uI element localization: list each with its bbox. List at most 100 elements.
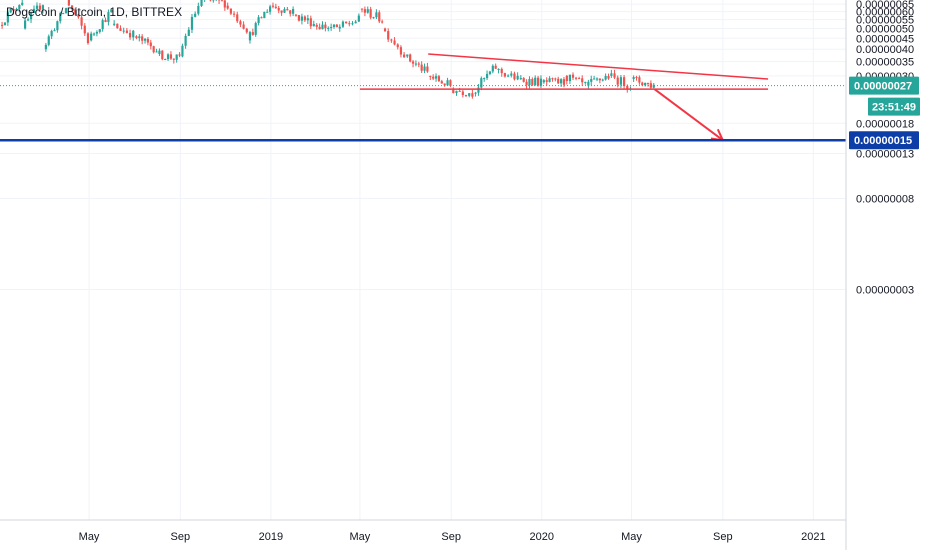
candle-body — [528, 79, 531, 85]
candle-body — [503, 73, 507, 77]
y-tick-label: 0.00000018 — [856, 118, 914, 130]
candle-body — [641, 82, 644, 86]
candle-body — [440, 81, 443, 84]
descending-trendline — [428, 53, 769, 80]
candle-body — [536, 77, 540, 86]
candlestick-series — [1, 0, 655, 99]
candle-body — [497, 68, 500, 70]
candle-body — [90, 33, 93, 41]
candle-body — [194, 13, 197, 17]
candle-body — [229, 8, 232, 14]
candle-body — [330, 27, 333, 29]
y-tick-label: 0.00000065 — [856, 0, 914, 11]
candle-body — [393, 40, 396, 45]
candle-body — [522, 78, 525, 82]
candle-body — [539, 78, 543, 86]
candle-body — [562, 79, 566, 85]
candle-body — [534, 77, 537, 85]
candle-body — [172, 58, 175, 60]
candle-body — [178, 54, 181, 56]
price-axis[interactable]: 0.000000650.000000600.000000550.00000050… — [845, 0, 920, 550]
candle-body — [578, 78, 581, 80]
candle-body — [169, 54, 173, 59]
candle-body — [274, 6, 277, 8]
candle-body — [420, 64, 423, 71]
candle-body — [375, 12, 378, 18]
candle-body — [3, 22, 7, 26]
candle-body — [187, 29, 190, 36]
time-axis[interactable]: May Sep 2019 May Sep 2020 May Sep 2021 — [0, 519, 846, 543]
candle-body — [110, 10, 113, 13]
candle-body — [101, 20, 104, 30]
candle-body — [437, 76, 441, 82]
candle-body — [610, 73, 613, 76]
candle-body — [50, 30, 53, 37]
candle-body — [184, 35, 187, 46]
candle-body — [132, 30, 135, 38]
candle-body — [24, 20, 27, 29]
candle-body — [74, 9, 77, 15]
y-tick-label: 0.00000045 — [856, 33, 914, 45]
x-tick-label: Sep — [171, 531, 191, 543]
candle-body — [119, 28, 122, 31]
chart-drawings[interactable] — [0, 53, 846, 142]
target-price-tag-label: 0.00000015 — [854, 135, 912, 147]
candle-body — [548, 78, 551, 82]
candle-body — [64, 8, 68, 14]
candle-body — [113, 23, 116, 25]
candle-body — [18, 4, 21, 9]
candle-body — [29, 12, 33, 20]
candle-body — [15, 8, 18, 11]
candle-body — [141, 36, 144, 41]
candle-body — [411, 61, 415, 64]
candle-body — [297, 15, 301, 21]
candle-body — [236, 14, 239, 22]
candle-body — [95, 31, 99, 34]
candle-body — [289, 10, 292, 14]
candle-body — [181, 45, 184, 57]
candle-body — [571, 74, 575, 78]
y-tick-label: 0.00000050 — [856, 24, 914, 36]
candle-body — [67, 0, 70, 6]
candle-body — [449, 80, 452, 86]
candle-body — [303, 16, 306, 21]
candle-body — [565, 75, 568, 82]
candle-body — [135, 36, 138, 39]
candle-body — [143, 38, 147, 41]
candle-body — [239, 21, 242, 25]
x-tick-label: 2020 — [529, 531, 553, 543]
y-tick-label: 0.00000035 — [856, 57, 914, 69]
candle-body — [403, 54, 406, 58]
candle-body — [158, 50, 161, 54]
y-tick-label: 0.00000003 — [856, 284, 914, 296]
candle-body — [257, 17, 260, 24]
candle-body — [277, 7, 280, 11]
candle-body — [254, 23, 257, 35]
candle-body — [341, 21, 345, 27]
candle-body — [531, 79, 534, 85]
candle-body — [32, 8, 36, 13]
candle-body — [6, 12, 9, 23]
candle-body — [80, 17, 83, 26]
candle-body — [77, 14, 80, 18]
candle-body — [366, 9, 369, 13]
candle-body — [581, 78, 584, 83]
candle-body — [387, 31, 390, 40]
candle-body — [338, 26, 341, 29]
candle-body — [321, 24, 324, 30]
candle-body — [638, 77, 641, 83]
candle-body — [383, 28, 387, 32]
candle-body — [510, 73, 513, 76]
candle-body — [86, 33, 90, 44]
candle-body — [584, 81, 587, 83]
candle-body — [345, 21, 348, 24]
candle-body — [464, 94, 468, 96]
candle-body — [632, 77, 635, 80]
candle-body — [406, 54, 409, 57]
candle-body — [494, 65, 497, 69]
candle-body — [104, 20, 107, 23]
candle-body — [461, 91, 464, 95]
candle-body — [309, 18, 312, 27]
